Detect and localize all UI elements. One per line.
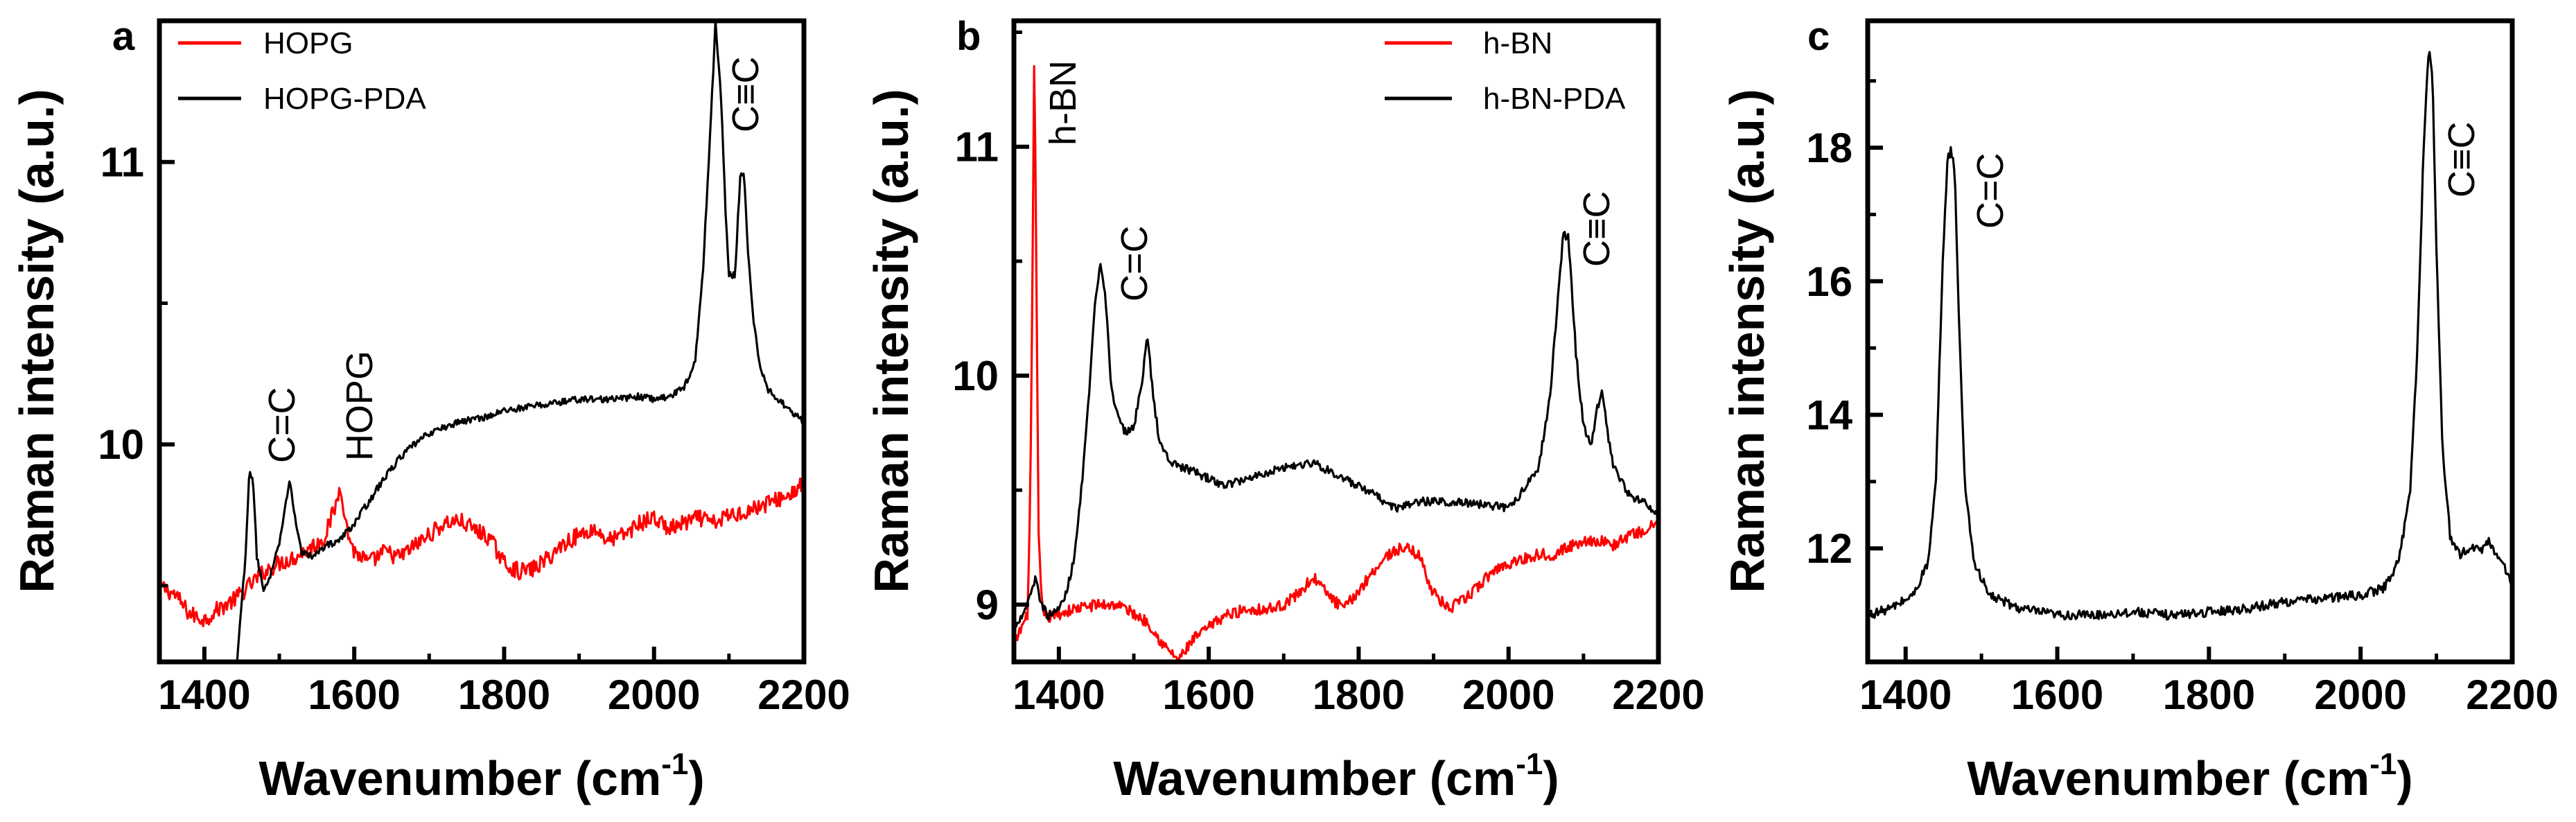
- panel-a: 1400 1600 1800 2000 2200 10 11 a HOPG HOPG-PDA…: [10, 14, 850, 805]
- x-tick-label: 1800: [458, 672, 550, 718]
- annotation-hopg: HOPG: [339, 351, 380, 461]
- series-line-pda: [1868, 51, 2512, 621]
- series-line-h-bn: [1014, 65, 1658, 661]
- panel-b-y-axis-title: Raman intensity (a.u.): [864, 89, 918, 593]
- panel-a-ticks: 1400 1600 1800 2000 2200 10 11: [98, 19, 850, 718]
- y-tick-label: 9: [976, 581, 999, 628]
- panel-c: 1400 1600 1800 2000 2200 12 14 16 18 c C=C C≡C R…: [1720, 14, 2559, 805]
- series-line-h-bn-pda: [1014, 231, 1658, 628]
- x-tick-label: 1800: [2163, 672, 2255, 718]
- panel-b-traces: [1014, 65, 1658, 661]
- annotation-c-double-bond: C=C: [1970, 152, 2011, 229]
- x-tick-label: 1600: [1162, 672, 1254, 718]
- annotation-c-triple-bond: C≡C: [1576, 191, 1618, 267]
- x-tick-label: 1800: [1313, 672, 1405, 718]
- x-tick-label: 1600: [2011, 672, 2103, 718]
- panel-c-x-axis-title: Wavenumber (cm-1): [1967, 747, 2412, 805]
- annotation-c-double-bond: C=C: [1114, 225, 1155, 301]
- y-tick-label: 12: [1806, 525, 1852, 572]
- series-line-hopg: [159, 477, 804, 628]
- x-tick-label: 2000: [608, 672, 700, 718]
- x-tick-label: 2200: [1612, 672, 1704, 718]
- panel-c-frame: [1865, 18, 2515, 665]
- y-tick-label: 16: [1806, 259, 1852, 305]
- y-tick-label: 10: [952, 353, 999, 399]
- annotation-c-triple-bond: C≡C: [725, 56, 766, 132]
- panel-b-ticks: 1400 1600 1800 2000 2200 9 10 11: [952, 30, 1705, 718]
- x-tick-label: 1400: [1013, 672, 1105, 718]
- y-tick-label: 10: [98, 421, 144, 468]
- legend-label-h-bn: h-BN: [1483, 26, 1552, 60]
- y-tick-label: 11: [100, 139, 144, 186]
- series-line-hopg-pda: [236, 21, 804, 662]
- panel-b: 1400 1600 1800 2000 2200 9 10 11 b h-BN h-BN-PD…: [864, 14, 1705, 805]
- panel-c-letter: c: [1807, 14, 1830, 59]
- annotation-c-triple-bond: C≡C: [2441, 121, 2482, 198]
- x-tick-label: 1400: [158, 672, 250, 718]
- y-tick-label: 11: [955, 124, 999, 170]
- panel-b-frame: [1011, 18, 1661, 665]
- panel-b-x-axis-title: Wavenumber (cm-1): [1113, 747, 1559, 805]
- x-tick-label: 2000: [2314, 672, 2406, 718]
- legend-label-hopg: HOPG: [263, 26, 353, 60]
- annotation-c-double-bond: C=C: [261, 387, 303, 463]
- legend-label-h-bn-pda: h-BN-PDA: [1483, 82, 1626, 116]
- x-tick-label: 1400: [1859, 672, 1952, 718]
- y-tick-label: 14: [1806, 392, 1852, 438]
- panel-b-letter: b: [956, 14, 981, 59]
- legend-label-hopg-pda: HOPG-PDA: [263, 82, 426, 116]
- panel-c-traces: [1868, 51, 2512, 621]
- x-tick-label: 2000: [1462, 672, 1554, 718]
- x-tick-label: 2200: [757, 672, 850, 718]
- panel-a-frame: [157, 18, 807, 665]
- panel-c-y-axis-title: Raman intensity (a.u.): [1720, 89, 1774, 593]
- y-tick-label: 18: [1806, 125, 1852, 171]
- x-tick-label: 1600: [308, 672, 400, 718]
- annotation-h-bn-peak: h-BN: [1042, 60, 1084, 146]
- panel-a-letter: a: [112, 14, 135, 59]
- panel-a-x-axis-title: Wavenumber (cm-1): [259, 747, 704, 805]
- x-tick-label: 2200: [2466, 672, 2558, 718]
- panel-a-traces: [159, 21, 804, 662]
- panel-a-y-axis-title: Raman intensity (a.u.): [10, 89, 64, 593]
